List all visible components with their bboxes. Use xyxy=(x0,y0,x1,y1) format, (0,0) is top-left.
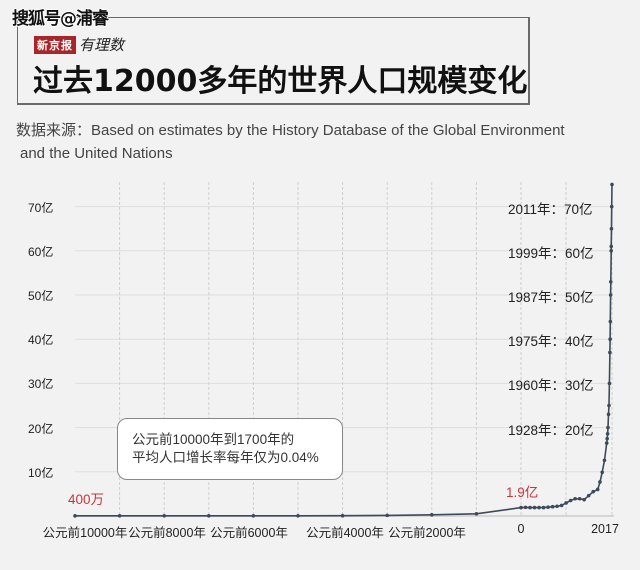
data-point xyxy=(608,279,613,284)
data-point xyxy=(523,505,528,510)
vertical-gridlines xyxy=(119,182,613,516)
x-tick-label: 公元前8000年 xyxy=(128,526,206,540)
y-tick-label: 70亿 xyxy=(28,200,54,215)
population-line xyxy=(75,184,613,517)
data-point xyxy=(550,504,555,509)
data-point xyxy=(251,513,256,518)
data-point xyxy=(340,513,345,518)
data-point xyxy=(591,489,595,494)
data-point xyxy=(564,501,568,505)
source-line-2: and the United Nations xyxy=(20,145,173,162)
data-point xyxy=(610,182,614,187)
data-point xyxy=(577,496,582,501)
data-point xyxy=(385,513,390,518)
y-tick-label: 30亿 xyxy=(28,377,54,392)
source-line-1: 数据来源：Based on estimates by the History D… xyxy=(16,122,565,139)
data-point xyxy=(604,441,609,445)
data-point xyxy=(605,431,610,436)
data-point xyxy=(519,505,523,510)
chart-title: 过去12000多年的世界人口规模变化 xyxy=(33,64,528,99)
data-point xyxy=(608,337,612,342)
data-point xyxy=(606,425,610,430)
milestone-label: 1960年：30亿 xyxy=(508,378,594,394)
data-point xyxy=(296,513,300,518)
data-point xyxy=(609,249,613,253)
data-point xyxy=(608,319,613,324)
y-tick-label: 10亿 xyxy=(28,465,54,480)
data-point xyxy=(602,458,607,463)
data-point xyxy=(598,480,602,484)
data-point xyxy=(607,403,611,408)
population-points xyxy=(73,182,614,518)
growth-rate-callout: 公元前10000年到1700年的 平均人口增长率每年仅为0.04% xyxy=(117,418,343,480)
callout-line-1: 公元前10000年到1700年的 xyxy=(132,432,295,447)
x-tick-label: 2017 xyxy=(591,522,619,536)
data-point xyxy=(207,513,211,518)
data-point xyxy=(568,498,573,503)
callout-line-2: 平均人口增长率每年仅为0.04% xyxy=(132,450,319,465)
brand-logo: 新京报 有理数 xyxy=(34,34,124,55)
data-point xyxy=(609,226,614,231)
milestone-label: 1928年：20亿 xyxy=(508,422,594,438)
data-point xyxy=(609,244,614,249)
x-tick-label: 公元前6000年 xyxy=(210,526,288,540)
data-point xyxy=(606,412,611,417)
year0-population-label: 1.9亿 xyxy=(506,485,539,500)
start-population-label: 400万 xyxy=(68,492,105,507)
milestone-label: 1999年：60亿 xyxy=(508,245,594,261)
data-point xyxy=(559,503,564,508)
y-tick-label: 50亿 xyxy=(28,289,54,303)
watermark: 搜狐号@浦睿 xyxy=(12,9,109,29)
data-point xyxy=(555,504,559,509)
data-point xyxy=(586,493,591,498)
data-point xyxy=(528,505,532,510)
title-frame xyxy=(17,17,530,105)
milestone-label: 1975年：40亿 xyxy=(508,334,594,350)
data-point xyxy=(582,497,586,502)
data-point xyxy=(608,293,613,297)
data-point xyxy=(605,436,609,441)
data-point xyxy=(474,511,479,516)
data-point xyxy=(541,505,546,510)
data-point xyxy=(573,496,577,501)
data-point xyxy=(162,513,166,518)
x-tick-label: 公元前10000年 xyxy=(42,526,128,540)
data-point xyxy=(73,514,77,518)
x-tick-label: 公元前4000年 xyxy=(306,526,384,540)
data-point xyxy=(537,505,541,510)
y-tick-label: 60亿 xyxy=(28,244,54,259)
brand-badge: 新京报 xyxy=(34,35,76,54)
data-point xyxy=(609,204,614,209)
data-source: 数据来源：Based on estimates by the History D… xyxy=(16,119,636,165)
data-point xyxy=(117,513,122,518)
milestone-label: 2011年：70亿 xyxy=(508,201,593,217)
data-point xyxy=(607,381,612,386)
y-tick-label: 20亿 xyxy=(28,421,54,436)
y-tick-label: 40亿 xyxy=(28,333,54,348)
data-point xyxy=(600,470,605,475)
brand-script: 有理数 xyxy=(79,36,125,54)
data-point xyxy=(608,350,612,355)
x-tick-label: 0 xyxy=(517,522,525,536)
milestone-label: 1987年：50亿 xyxy=(508,290,594,305)
data-point xyxy=(430,513,434,517)
data-point xyxy=(532,505,537,510)
x-tick-label: 公元前2000年 xyxy=(388,526,466,540)
data-point xyxy=(546,505,550,509)
data-point xyxy=(595,487,600,492)
